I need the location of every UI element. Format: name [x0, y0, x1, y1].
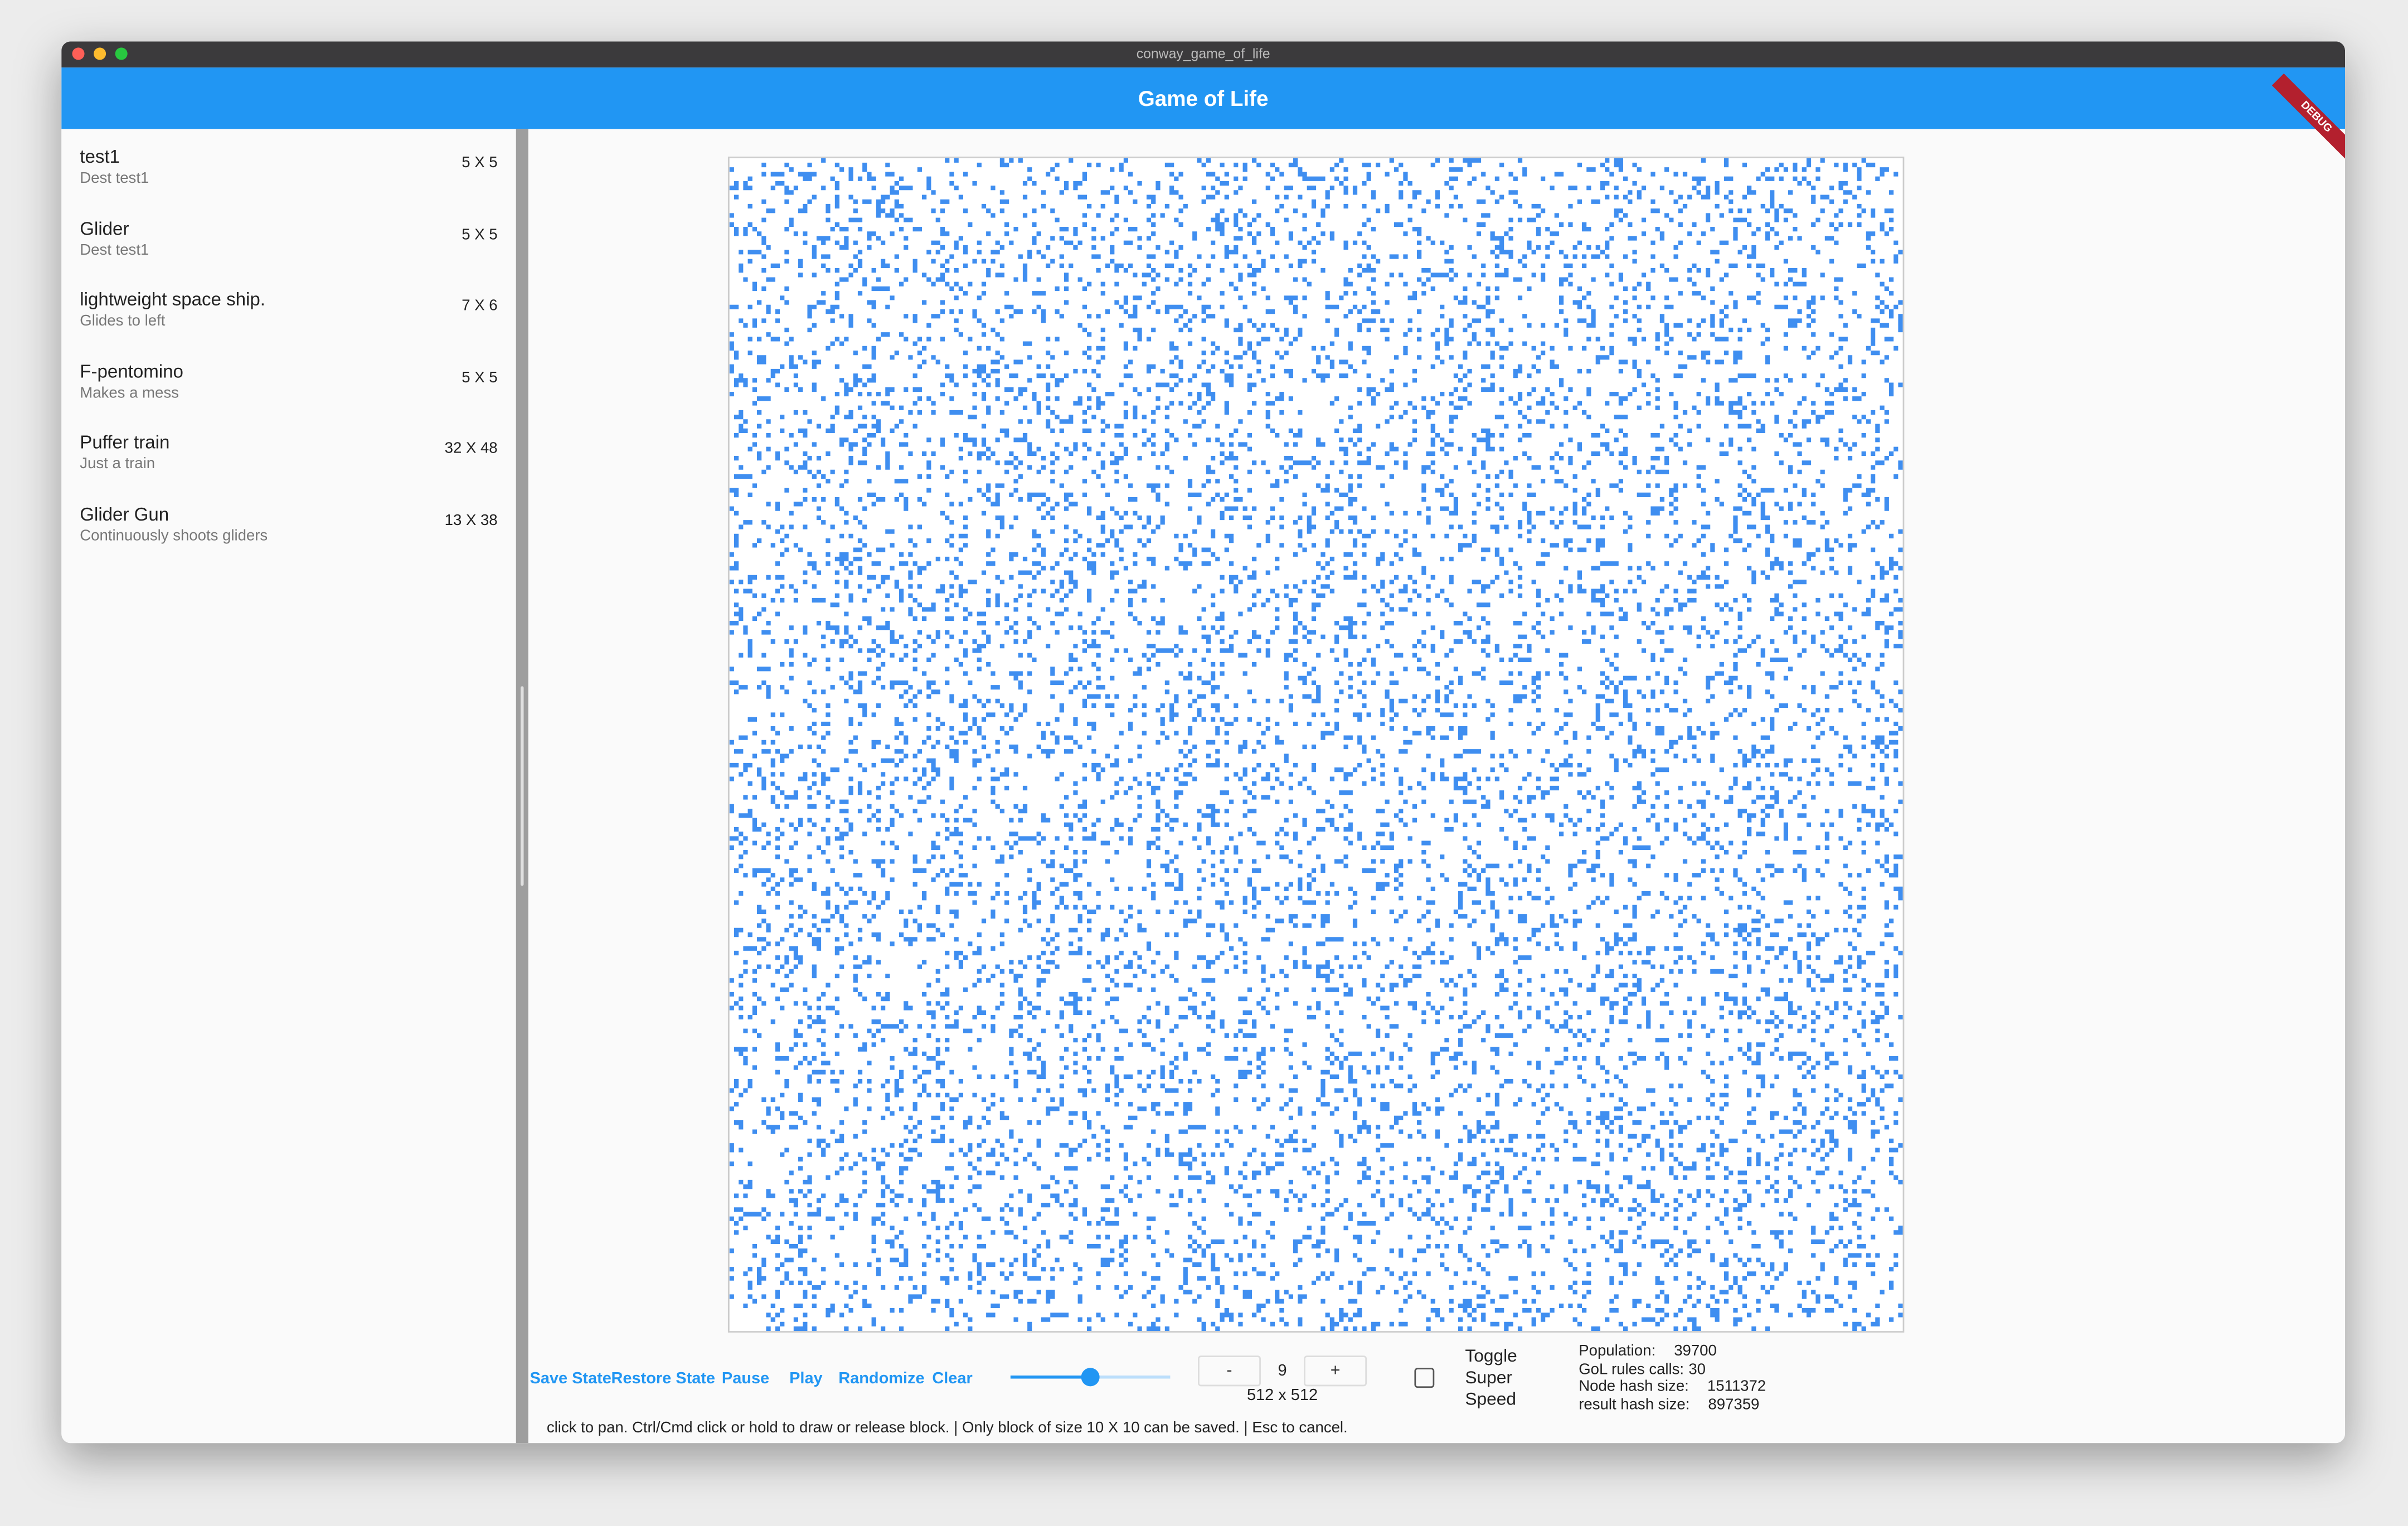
pattern-item[interactable]: test1 Dest test1 5 X 5	[80, 146, 497, 207]
debug-banner: DEBUG	[2271, 73, 2346, 162]
control-button[interactable]: Pause	[721, 1369, 770, 1388]
pattern-subtitle: Just a train	[80, 456, 156, 473]
pattern-title: Puffer train	[80, 431, 170, 453]
pattern-item[interactable]: Glider Dest test1 5 X 5	[80, 217, 497, 279]
minimize-button[interactable]	[94, 47, 106, 60]
pattern-subtitle: Continuously shoots gliders	[80, 527, 268, 545]
toggle-word: Toggle	[1465, 1348, 1517, 1367]
minus-button[interactable]: -	[1197, 1355, 1261, 1387]
zoom-button[interactable]	[115, 47, 128, 60]
title-bar: conway_game_of_life	[61, 41, 2346, 68]
pattern-item[interactable]: Glider Gun Continuously shoots gliders 13 …	[80, 503, 497, 564]
window: conway_game_of_life Game of Life DEBUG t…	[61, 41, 2346, 1444]
control-button[interactable]: Clear	[932, 1369, 973, 1388]
pattern-size: 5 X 5	[462, 226, 498, 244]
stat-label: GoL rules calls:	[1579, 1360, 1684, 1378]
plus-button[interactable]: +	[1304, 1355, 1367, 1387]
stat-label: Population:	[1579, 1343, 1656, 1360]
pattern-list: test1 Dest test1 5 X 5 Glider Dest test1 5 X …	[61, 129, 516, 1444]
pattern-title: F-pentomino	[80, 359, 183, 382]
pattern-title: Glider	[80, 217, 129, 239]
toggle-label: Toggle Super Speed	[1465, 1347, 1517, 1411]
window-title: conway_game_of_life	[1136, 46, 1270, 62]
pattern-subtitle: Dest test1	[80, 170, 149, 188]
super-speed-checkbox[interactable]	[1414, 1368, 1435, 1388]
stat-value: 39700	[1674, 1343, 1717, 1360]
stat-row: Population: 39700	[1579, 1343, 1766, 1361]
life-grid[interactable]	[727, 156, 1905, 1333]
toggle-word: Super	[1465, 1369, 1512, 1388]
stat-row: result hash size: 897359	[1579, 1396, 1766, 1414]
stat-value: 897359	[1708, 1396, 1760, 1413]
control-button[interactable]: Play	[789, 1369, 823, 1388]
pattern-subtitle: Makes a mess	[80, 385, 179, 402]
stat-row: GoL rules calls: 30	[1579, 1361, 1766, 1379]
pattern-size: 7 X 6	[462, 298, 498, 315]
control-button[interactable]: Restore State	[611, 1369, 716, 1388]
divider-handle[interactable]	[520, 686, 524, 886]
toggle-word: Speed	[1465, 1391, 1517, 1410]
pattern-item[interactable]: lightweight space ship. Glides to left 7 X…	[80, 289, 497, 350]
pattern-size: 5 X 5	[462, 155, 498, 172]
grid-size: 512 x 512	[1246, 1386, 1318, 1405]
app-title: Game of Life	[1138, 86, 1269, 111]
close-button[interactable]	[72, 47, 85, 60]
pattern-item[interactable]: F-pentomino Makes a mess 5 X 5	[80, 360, 497, 421]
slider-thumb[interactable]	[1081, 1368, 1100, 1387]
status-bar: click to pan. Ctrl/Cmd click or hold to …	[546, 1420, 1348, 1437]
stat-row: Node hash size: 1511372	[1579, 1379, 1766, 1397]
stat-value: 30	[1688, 1360, 1706, 1378]
pattern-item[interactable]: Puffer train Just a train 32 X 48	[80, 431, 497, 493]
live-cells	[729, 158, 1903, 1331]
control-button[interactable]: Randomize	[838, 1369, 925, 1388]
level: 9	[1278, 1362, 1287, 1381]
app-bar: Game of Life DEBUG	[61, 67, 2346, 162]
pattern-size: 13 X 38	[444, 512, 498, 529]
pattern-title: test1	[80, 145, 120, 168]
pattern-title: lightweight space ship.	[80, 288, 265, 310]
pattern-subtitle: Dest test1	[80, 241, 149, 259]
pattern-size: 5 X 5	[462, 369, 498, 386]
slider-active	[1010, 1376, 1091, 1379]
control-button[interactable]: Save State	[530, 1369, 611, 1388]
pattern-size: 32 X 48	[444, 440, 498, 458]
stat-label: Node hash size:	[1579, 1378, 1689, 1396]
pattern-title: Glider Gun	[80, 503, 169, 524]
stat-value: 1511372	[1707, 1378, 1766, 1396]
stat-label: result hash size:	[1579, 1396, 1690, 1413]
stats: Population: 39700 GoL rules calls: 30 Node h…	[1579, 1343, 1766, 1414]
pattern-subtitle: Glides to left	[80, 313, 166, 331]
